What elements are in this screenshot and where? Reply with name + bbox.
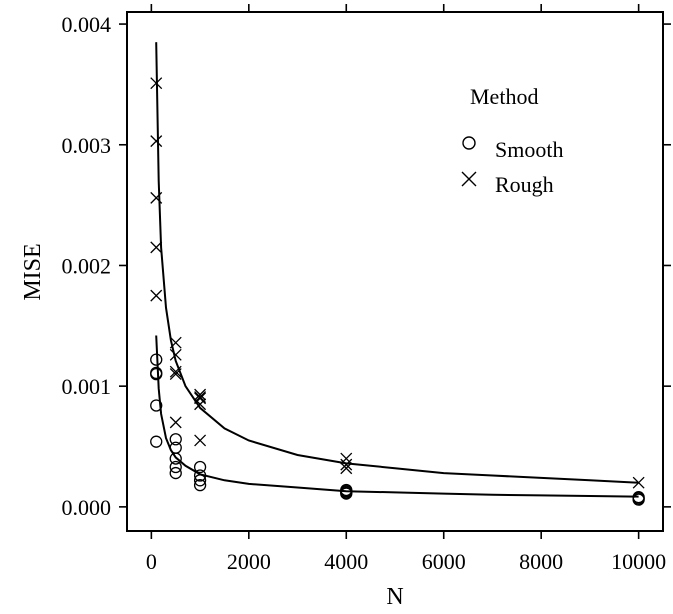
point-rough — [169, 368, 182, 381]
point-smooth — [150, 367, 163, 381]
x-tick-label: 8000 — [519, 549, 563, 574]
y-axis-label: MISE — [20, 243, 46, 300]
point-rough — [194, 398, 207, 411]
axis-ticks: 0 2000 4000 6000 8000 10000 0.000 0.001 0.002 0.0… — [62, 4, 671, 574]
point-smooth — [169, 460, 182, 474]
y-tick-label: 0.003 — [62, 133, 112, 158]
point-smooth — [193, 460, 207, 474]
point-smooth — [632, 493, 645, 506]
legend-title: Method — [470, 84, 538, 109]
point-rough — [169, 336, 182, 349]
legend-marker-smooth — [462, 136, 476, 150]
point-rough — [169, 348, 182, 361]
legend: Method Smooth Rough — [461, 84, 563, 197]
point-rough — [150, 289, 163, 302]
fit-curves — [155, 42, 639, 498]
x-axis-label: N — [386, 584, 403, 610]
point-smooth — [169, 433, 182, 446]
legend-marker-rough — [461, 171, 477, 187]
x-tick-label: 0 — [146, 549, 157, 574]
x-tick-label: 6000 — [422, 549, 466, 574]
fit-curve-rough — [155, 42, 639, 484]
point-rough — [150, 135, 163, 148]
point-rough — [340, 458, 353, 471]
point-smooth — [150, 353, 163, 366]
point-rough — [169, 365, 182, 378]
point-smooth — [193, 474, 207, 487]
point-smooth — [169, 441, 182, 454]
point-smooth — [150, 399, 163, 412]
point-smooth — [150, 435, 163, 448]
point-rough — [150, 191, 163, 204]
point-smooth — [193, 478, 207, 492]
y-tick-label: 0.000 — [62, 495, 112, 520]
point-smooth — [169, 466, 182, 480]
legend-label-smooth: Smooth — [495, 137, 563, 162]
point-rough — [340, 452, 353, 465]
data-points — [150, 77, 645, 506]
legend-label-rough: Rough — [495, 172, 554, 197]
x-tick-label: 4000 — [324, 549, 368, 574]
x-tick-label: 2000 — [227, 549, 271, 574]
point-smooth — [169, 452, 182, 465]
fit-curve-smooth — [155, 335, 639, 498]
point-rough — [194, 392, 207, 405]
point-rough — [194, 434, 207, 447]
point-rough — [194, 388, 207, 401]
point-rough — [169, 416, 182, 429]
x-tick-label: 10000 — [611, 549, 666, 574]
point-smooth — [193, 469, 207, 482]
point-smooth — [340, 487, 353, 500]
point-rough — [632, 476, 645, 489]
y-tick-label: 0.002 — [62, 253, 112, 278]
point-rough — [150, 77, 163, 90]
point-rough — [150, 241, 163, 254]
y-tick-label: 0.004 — [62, 12, 112, 37]
plot-frame — [126, 11, 664, 532]
point-rough — [340, 462, 353, 475]
y-tick-label: 0.001 — [62, 374, 112, 399]
